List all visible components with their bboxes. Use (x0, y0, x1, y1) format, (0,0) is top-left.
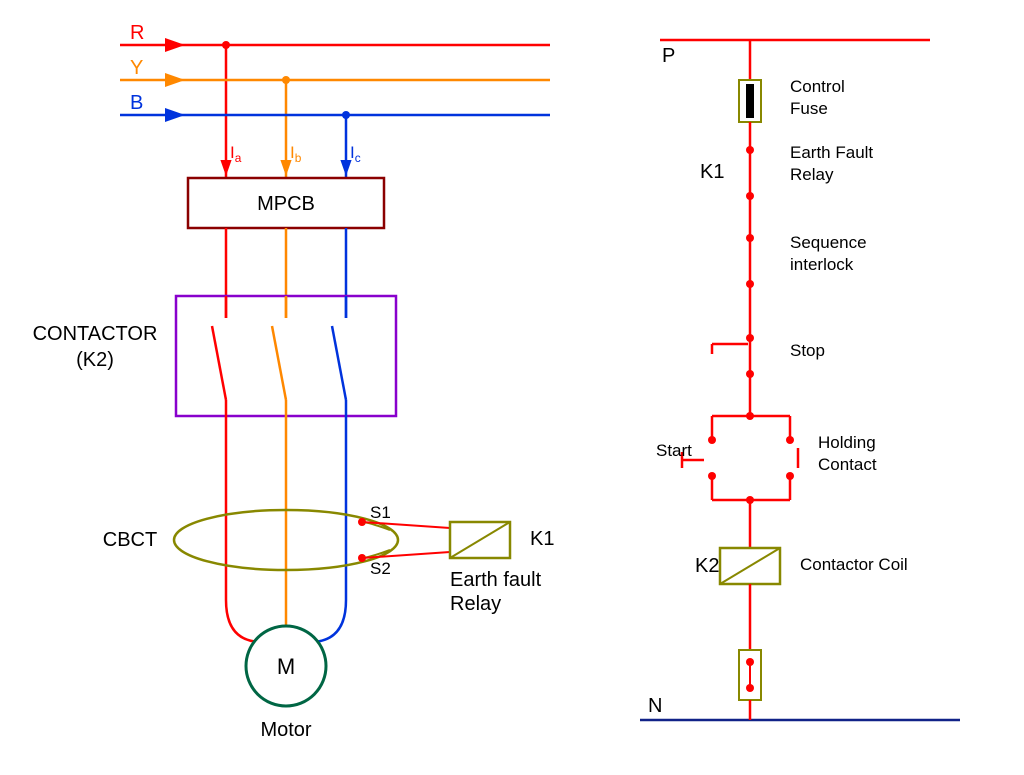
svg-text:interlock: interlock (790, 255, 854, 274)
motor-control-diagram: RYB Ia Ib Ic MPCB CONTACTOR (K2) CBCT S1 S2 K1 Eart… (0, 0, 1024, 775)
svg-text:K2: K2 (695, 555, 719, 577)
svg-text:Y: Y (130, 57, 143, 79)
svg-text:R: R (130, 22, 144, 44)
svg-text:Earth fault: Earth fault (450, 569, 542, 591)
svg-text:P: P (662, 45, 675, 67)
svg-text:MPCB: MPCB (257, 193, 315, 215)
svg-text:Contact: Contact (818, 455, 877, 474)
svg-text:Control: Control (790, 77, 845, 96)
svg-text:Earth Fault: Earth Fault (790, 143, 873, 162)
svg-text:Ia: Ia (230, 143, 242, 165)
svg-text:CBCT: CBCT (103, 529, 157, 551)
svg-text:Sequence: Sequence (790, 233, 867, 252)
svg-text:Contactor Coil: Contactor Coil (800, 555, 908, 574)
svg-text:Start: Start (656, 441, 692, 460)
svg-text:Motor: Motor (260, 719, 311, 741)
svg-text:Fuse: Fuse (790, 99, 828, 118)
svg-text:N: N (648, 695, 662, 717)
svg-text:Relay: Relay (450, 593, 501, 615)
svg-text:S2: S2 (370, 559, 391, 578)
svg-text:Stop: Stop (790, 341, 825, 360)
svg-text:CONTACTOR: CONTACTOR (33, 323, 158, 345)
svg-text:K1: K1 (530, 528, 554, 550)
svg-text:S1: S1 (370, 503, 391, 522)
svg-text:K1: K1 (700, 161, 724, 183)
svg-text:Ic: Ic (350, 143, 361, 165)
svg-text:(K2): (K2) (76, 349, 114, 371)
svg-text:Holding: Holding (818, 433, 876, 452)
svg-text:Relay: Relay (790, 165, 834, 184)
svg-text:M: M (277, 654, 295, 679)
svg-text:Ib: Ib (290, 143, 302, 165)
svg-text:B: B (130, 92, 143, 114)
